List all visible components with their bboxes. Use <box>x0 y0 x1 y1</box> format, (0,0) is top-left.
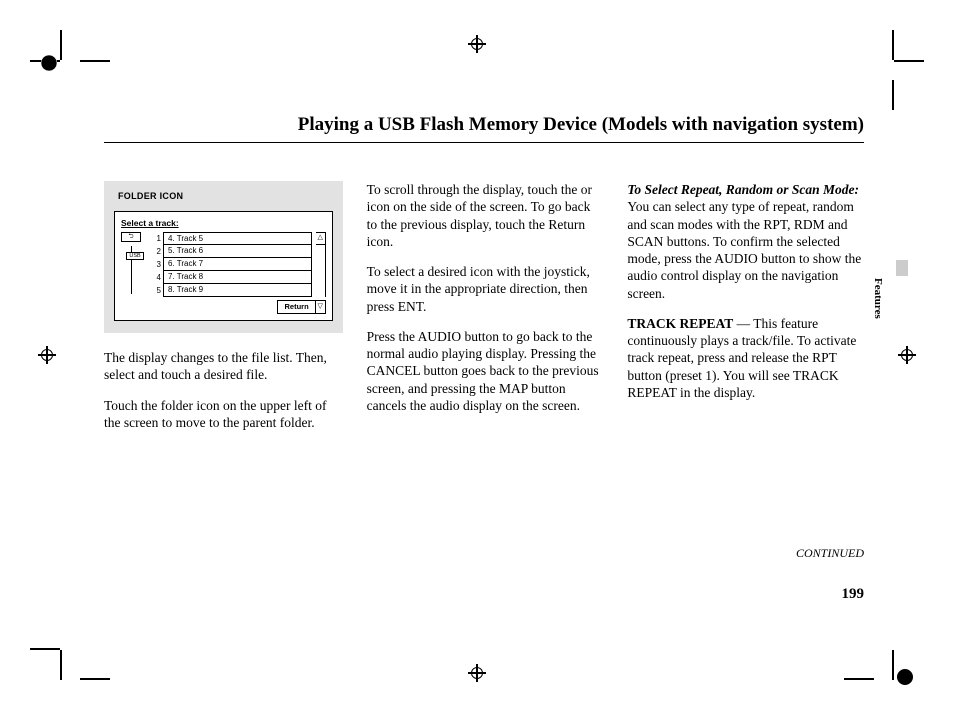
continued-label: CONTINUED <box>796 546 864 561</box>
register-mark-br <box>894 666 916 688</box>
cross-mark <box>38 346 56 364</box>
usb-node: USB <box>126 252 144 260</box>
track-row: 4. Track 5 <box>163 232 312 245</box>
folder-icon-diagram: FOLDER ICON Select a track: ⮌ USB 14. Tr… <box>104 181 343 333</box>
select-track-label: Select a track: <box>121 218 326 229</box>
page-content: Playing a USB Flash Memory Device (Model… <box>104 114 864 444</box>
body-text: To scroll through the display, touch the… <box>367 181 604 250</box>
page-number: 199 <box>842 586 865 603</box>
track-row: 6. Track 7 <box>163 258 312 271</box>
body-text: Press the AUDIO button to go back to the… <box>367 328 604 414</box>
cross-mark <box>898 346 916 364</box>
body-text: To select a desired icon with the joysti… <box>367 263 604 315</box>
return-button: Return <box>277 300 315 314</box>
cross-mark <box>468 664 486 682</box>
body-text: You can select any type of repeat, rando… <box>627 198 864 302</box>
register-mark-tl <box>38 52 60 74</box>
body-text: Touch the folder icon on the upper left … <box>104 397 343 432</box>
scroll-down-icon: ▽ <box>316 300 326 314</box>
track-row: 8. Track 9 <box>163 284 312 297</box>
body-text: TRACK REPEAT — This feature continuously… <box>627 315 864 401</box>
track-row: 5. Track 6 <box>163 245 312 258</box>
cross-mark <box>468 35 486 53</box>
track-list: 14. Track 5 25. Track 6 36. Track 7 47. … <box>153 232 312 297</box>
page-title: Playing a USB Flash Memory Device (Model… <box>104 114 864 143</box>
side-tab: Features <box>884 260 908 322</box>
track-row: 7. Track 8 <box>163 271 312 284</box>
folder-up-icon: ⮌ <box>121 232 141 242</box>
scroll-up-icon: △ <box>316 232 326 245</box>
diagram-label: FOLDER ICON <box>118 191 333 203</box>
body-text: The display changes to the file list. Th… <box>104 349 343 384</box>
section-heading: To Select Repeat, Random or Scan Mode: <box>627 181 864 198</box>
